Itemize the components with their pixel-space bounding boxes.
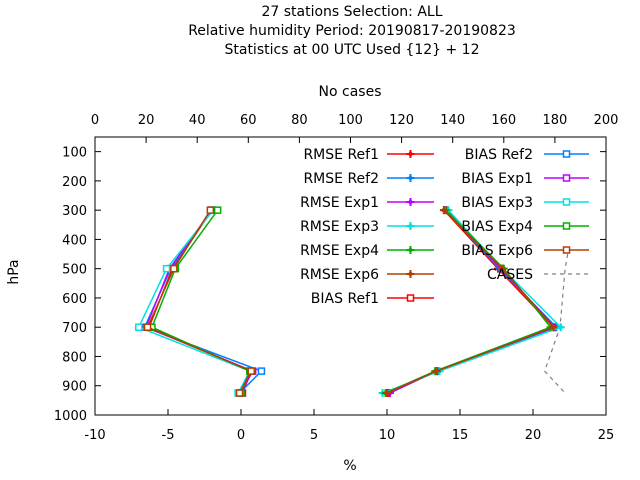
data-point [257, 367, 266, 375]
legend-label: RMSE Exp1 [300, 195, 379, 211]
legend-label: BIAS Exp4 [461, 219, 533, 235]
cases-series [543, 253, 569, 394]
series-11 [143, 206, 255, 397]
data-point-center [434, 368, 439, 374]
x2-tick-label: 160 [491, 113, 516, 128]
data-point-center [408, 223, 413, 229]
axis-ticks: -10 -5 0 5 10 15 20 25 0 20 40 60 80 100 120 140 160 180 2… [54, 113, 619, 443]
legend-label: RMSE Ref1 [303, 147, 379, 163]
data-point [562, 222, 571, 230]
x-tick-label: 5 [310, 428, 318, 443]
series-10 [148, 206, 254, 397]
y-tick-label: 400 [62, 233, 87, 248]
y-tick-label: 500 [62, 263, 87, 278]
data-point-center [408, 199, 413, 205]
legend: RMSE Ref1 RMSE Ref2 RMSE Exp1 RMSE Exp3 RMSE… [300, 147, 589, 307]
data-point [143, 323, 152, 331]
legend-label: BIAS Exp3 [461, 195, 533, 211]
data-point [562, 174, 571, 182]
legend-label: BIAS Ref2 [465, 147, 533, 163]
x2-tick-label: 140 [440, 113, 465, 128]
x-tick-label: 15 [452, 428, 469, 443]
legend-item: CASES [487, 267, 589, 283]
x2-tick-label: 180 [542, 113, 567, 128]
x-tick-label: -10 [84, 428, 105, 443]
data-point [235, 389, 244, 397]
x2-tick-label: 60 [240, 113, 257, 128]
x2-tick-label: 20 [138, 113, 155, 128]
series-5 [383, 206, 558, 398]
chart-title-line-3: Statistics at 00 UTC Used {12} + 12 [224, 42, 479, 58]
data-point [247, 367, 255, 375]
x2-tick-label: 0 [91, 113, 99, 128]
data-point [206, 206, 215, 214]
legend-item: RMSE Exp3 [300, 219, 434, 235]
data-point [135, 323, 143, 331]
x2-axis-label: No cases [319, 84, 382, 100]
y-tick-label: 700 [62, 321, 87, 336]
y-tick-label: 1000 [54, 409, 87, 424]
legend-item: RMSE Exp1 [300, 195, 434, 211]
x2-tick-label: 80 [291, 113, 308, 128]
legend-label: CASES [487, 267, 533, 283]
x-tick-label: 0 [237, 428, 245, 443]
x2-tick-label: 100 [338, 113, 363, 128]
data-point-center [441, 207, 447, 213]
y-tick-label: 900 [62, 380, 87, 395]
x-tick-label: 10 [379, 428, 396, 443]
legend-label: BIAS Exp1 [461, 171, 533, 187]
x-axis-label: % [343, 458, 356, 474]
legend-item: BIAS Exp4 [461, 219, 589, 235]
x-tick-label: 20 [525, 428, 542, 443]
data-point-center [408, 247, 413, 253]
legend-item: BIAS Ref1 [311, 291, 434, 307]
legend-item: RMSE Exp4 [300, 243, 434, 259]
x2-tick-label: 200 [594, 113, 619, 128]
y-tick-label: 800 [62, 350, 87, 365]
data-point-center [551, 325, 556, 330]
x-tick-label: 25 [598, 428, 615, 443]
legend-label: BIAS Ref1 [311, 291, 379, 307]
data-point-center [408, 271, 413, 277]
legend-item: RMSE Ref1 [303, 147, 434, 163]
y-tick-label: 100 [62, 146, 87, 161]
legend-label: BIAS Exp6 [461, 243, 533, 259]
legend-item: BIAS Exp6 [461, 243, 589, 259]
data-point-center [408, 151, 413, 157]
data-point-center [384, 390, 390, 396]
x2-tick-label: 120 [389, 113, 414, 128]
data-point [406, 294, 415, 302]
legend-item: BIAS Ref2 [465, 147, 589, 163]
cases-line [543, 253, 569, 394]
legend-item: RMSE Exp6 [300, 267, 434, 283]
x-tick-label: -5 [162, 428, 175, 443]
data-point [170, 264, 178, 273]
data-point-center [408, 175, 413, 181]
legend-item: BIAS Exp1 [461, 171, 589, 187]
y-tick-label: 300 [62, 204, 87, 219]
legend-label: RMSE Exp4 [300, 243, 379, 259]
data-point [213, 206, 222, 214]
legend-item: RMSE Ref2 [303, 171, 434, 187]
data-point [562, 150, 571, 158]
x2-tick-label: 40 [189, 113, 206, 128]
y-tick-label: 600 [62, 292, 87, 307]
data-point [162, 264, 171, 273]
plot-frame [94, 136, 607, 416]
data-point-center [558, 325, 563, 330]
legend-label: RMSE Exp6 [300, 267, 379, 283]
y-axis-label: hPa [6, 259, 22, 284]
legend-label: RMSE Exp3 [300, 219, 379, 235]
legend-label: RMSE Ref2 [303, 171, 379, 187]
y-tick-label: 200 [62, 175, 87, 190]
chart-title-line-2: Relative humidity Period: 20190817-20190… [188, 23, 516, 39]
data-series [135, 206, 565, 398]
chart-title-line-1: 27 stations Selection: ALL [261, 4, 442, 20]
data-point [562, 198, 571, 206]
legend-item: BIAS Exp3 [461, 195, 589, 211]
data-point [562, 246, 571, 254]
data-point-center [500, 266, 505, 271]
